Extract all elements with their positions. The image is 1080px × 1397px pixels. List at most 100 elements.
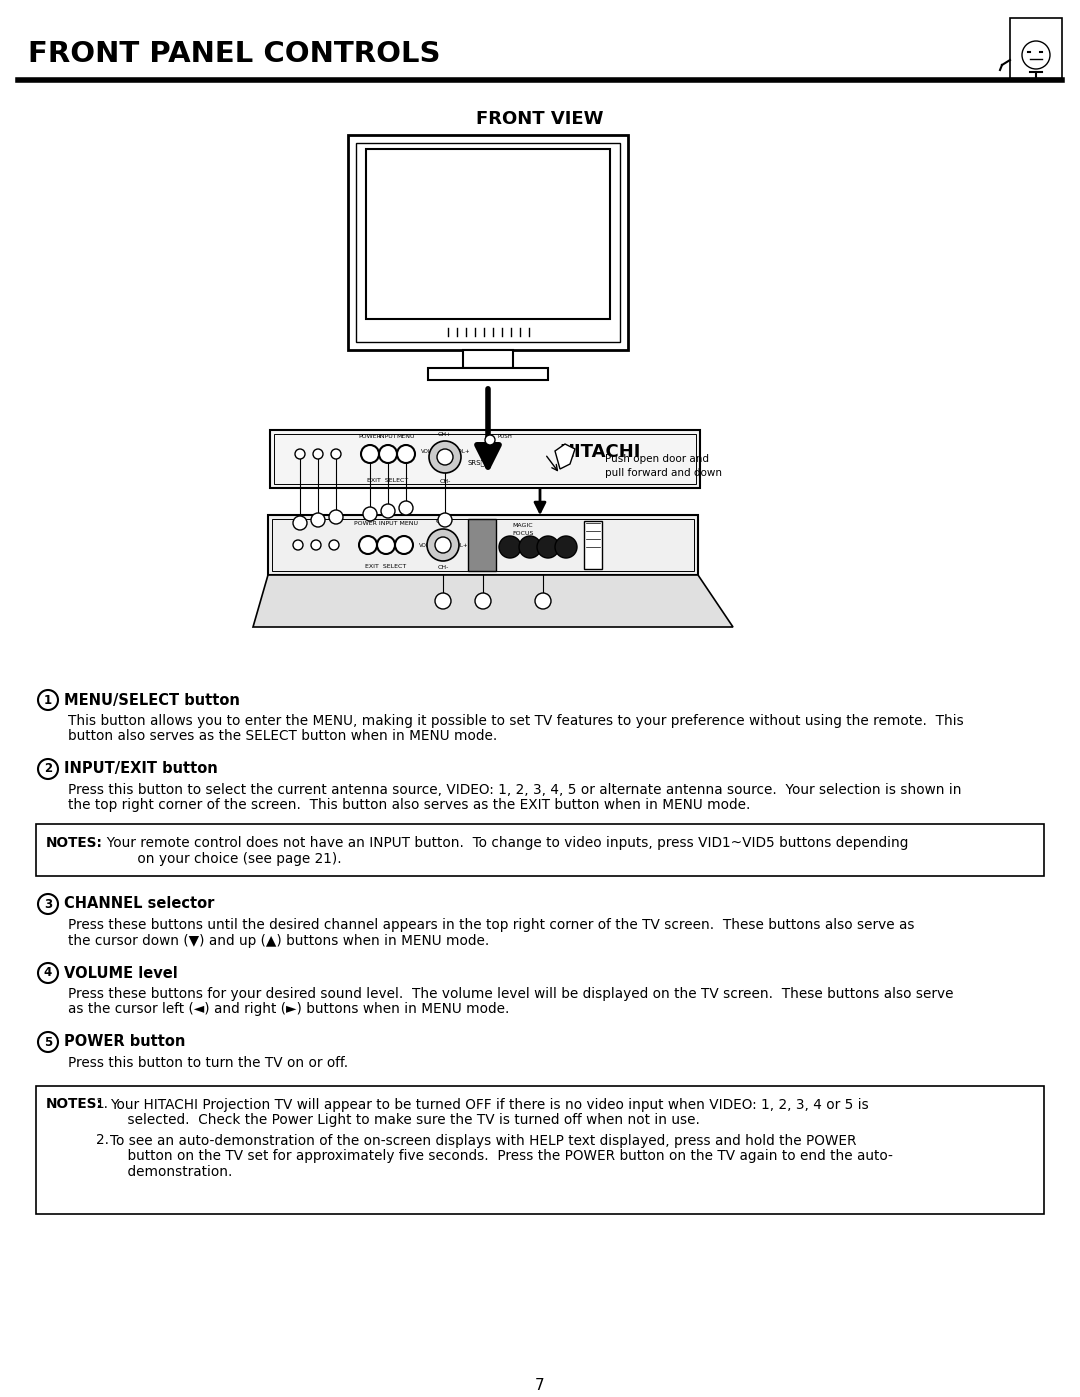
- Circle shape: [435, 536, 451, 553]
- Text: Your HITACHI Projection TV will appear to be turned OFF if there is no video inp: Your HITACHI Projection TV will appear t…: [110, 1098, 868, 1112]
- Text: VOL+: VOL+: [455, 448, 471, 454]
- Text: Press this button to turn the TV on or off.: Press this button to turn the TV on or o…: [68, 1056, 348, 1070]
- Text: 10: 10: [538, 597, 549, 605]
- Circle shape: [359, 536, 377, 555]
- Circle shape: [435, 592, 451, 609]
- Circle shape: [381, 504, 395, 518]
- Text: 8: 8: [297, 518, 302, 528]
- Text: the cursor down (▼) and up (▲) buttons when in MENU mode.: the cursor down (▼) and up (▲) buttons w…: [68, 933, 489, 947]
- Circle shape: [38, 894, 58, 914]
- Circle shape: [537, 536, 559, 557]
- Circle shape: [330, 448, 341, 460]
- Circle shape: [1022, 41, 1050, 68]
- Circle shape: [329, 541, 339, 550]
- Circle shape: [429, 441, 461, 474]
- Circle shape: [293, 541, 303, 550]
- Circle shape: [38, 1032, 58, 1052]
- Text: SRSⓈ™: SRSⓈ™: [468, 460, 492, 465]
- Text: NOTES:: NOTES:: [46, 835, 103, 849]
- Text: EXIT  SELECT: EXIT SELECT: [367, 478, 408, 483]
- Text: the top right corner of the screen.  This button also serves as the EXIT button : the top right corner of the screen. This…: [68, 799, 751, 813]
- Text: CH-: CH-: [437, 564, 448, 570]
- Circle shape: [311, 541, 321, 550]
- Circle shape: [499, 536, 521, 557]
- Text: INPUT: INPUT: [379, 434, 397, 439]
- Text: MENU/SELECT button: MENU/SELECT button: [64, 693, 240, 707]
- Text: POWER: POWER: [359, 434, 381, 439]
- Circle shape: [311, 513, 325, 527]
- Bar: [272, 520, 694, 571]
- Text: FOCUS: FOCUS: [512, 531, 534, 536]
- Text: VOL+: VOL+: [454, 543, 469, 548]
- Text: 4: 4: [44, 967, 52, 979]
- Circle shape: [485, 434, 495, 446]
- Bar: [348, 136, 627, 351]
- Circle shape: [379, 446, 397, 462]
- Text: selected.  Check the Power Light to make sure the TV is turned off when not in u: selected. Check the Power Light to make …: [110, 1113, 700, 1127]
- Text: 5: 5: [367, 510, 373, 518]
- Polygon shape: [555, 444, 575, 469]
- Text: Your remote control does not have an INPUT button.  To change to video inputs, p: Your remote control does not have an INP…: [98, 835, 908, 849]
- Bar: [468, 520, 496, 571]
- Text: HITACHI: HITACHI: [559, 443, 640, 461]
- Text: 7: 7: [536, 1377, 544, 1393]
- Bar: [356, 142, 620, 342]
- Text: on your choice (see page 21).: on your choice (see page 21).: [98, 852, 341, 866]
- Text: as the cursor left (◄) and right (►) buttons when in MENU mode.: as the cursor left (◄) and right (►) but…: [68, 1003, 510, 1017]
- Bar: [36, 824, 1044, 876]
- Text: EXIT  SELECT: EXIT SELECT: [365, 564, 407, 569]
- Bar: [366, 149, 610, 319]
- Text: CH+: CH+: [437, 432, 453, 437]
- Text: CH+: CH+: [436, 520, 450, 524]
- Text: 3: 3: [443, 515, 448, 524]
- Text: VOL-: VOL-: [420, 448, 433, 454]
- Text: button also serves as the SELECT button when in MENU mode.: button also serves as the SELECT button …: [68, 729, 497, 743]
- Text: Press these buttons for your desired sound level.  The volume level will be disp: Press these buttons for your desired sou…: [68, 988, 954, 1002]
- Text: 1.: 1.: [96, 1098, 109, 1112]
- Text: 7: 7: [315, 515, 321, 524]
- Text: VOLUME level: VOLUME level: [64, 965, 178, 981]
- Circle shape: [397, 446, 415, 462]
- Text: NOTES:: NOTES:: [46, 1098, 103, 1112]
- Bar: [463, 351, 513, 367]
- Bar: [1010, 18, 1062, 78]
- Circle shape: [555, 536, 577, 557]
- Bar: [268, 515, 698, 576]
- Bar: [36, 1085, 1044, 1214]
- Text: demonstration.: demonstration.: [110, 1165, 232, 1179]
- Circle shape: [363, 507, 377, 521]
- Text: 5: 5: [44, 1035, 52, 1049]
- Text: 2: 2: [44, 763, 52, 775]
- Bar: [584, 521, 602, 569]
- Text: Push open door and: Push open door and: [605, 454, 708, 464]
- Text: MAGIC: MAGIC: [513, 522, 534, 528]
- Circle shape: [535, 592, 551, 609]
- Circle shape: [427, 529, 459, 562]
- Circle shape: [293, 515, 307, 529]
- Text: VOL-: VOL-: [419, 543, 431, 548]
- Text: MENU: MENU: [396, 434, 415, 439]
- Text: pull forward and down: pull forward and down: [605, 468, 723, 478]
- Bar: [428, 367, 548, 380]
- Text: CH-: CH-: [440, 479, 450, 483]
- Circle shape: [313, 448, 323, 460]
- Text: CHANNEL selector: CHANNEL selector: [64, 897, 214, 911]
- Text: POWER button: POWER button: [64, 1035, 186, 1049]
- Circle shape: [38, 690, 58, 710]
- Text: POWER INPUT MENU: POWER INPUT MENU: [354, 521, 418, 527]
- Text: 2: 2: [386, 507, 391, 515]
- Circle shape: [437, 448, 453, 465]
- Bar: [274, 434, 696, 483]
- Text: 9: 9: [481, 597, 486, 605]
- Text: FRONT PANEL CONTROLS: FRONT PANEL CONTROLS: [28, 41, 441, 68]
- Circle shape: [475, 592, 491, 609]
- Bar: [270, 430, 700, 488]
- Circle shape: [377, 536, 395, 555]
- Circle shape: [38, 759, 58, 780]
- Text: This button allows you to enter the MENU, making it possible to set TV features : This button allows you to enter the MENU…: [68, 714, 963, 728]
- Circle shape: [519, 536, 541, 557]
- Text: 1: 1: [403, 503, 408, 513]
- Text: 3: 3: [44, 897, 52, 911]
- Circle shape: [399, 502, 413, 515]
- Text: Press this button to select the current antenna source, VIDEO: 1, 2, 3, 4, 5 or : Press this button to select the current …: [68, 782, 961, 798]
